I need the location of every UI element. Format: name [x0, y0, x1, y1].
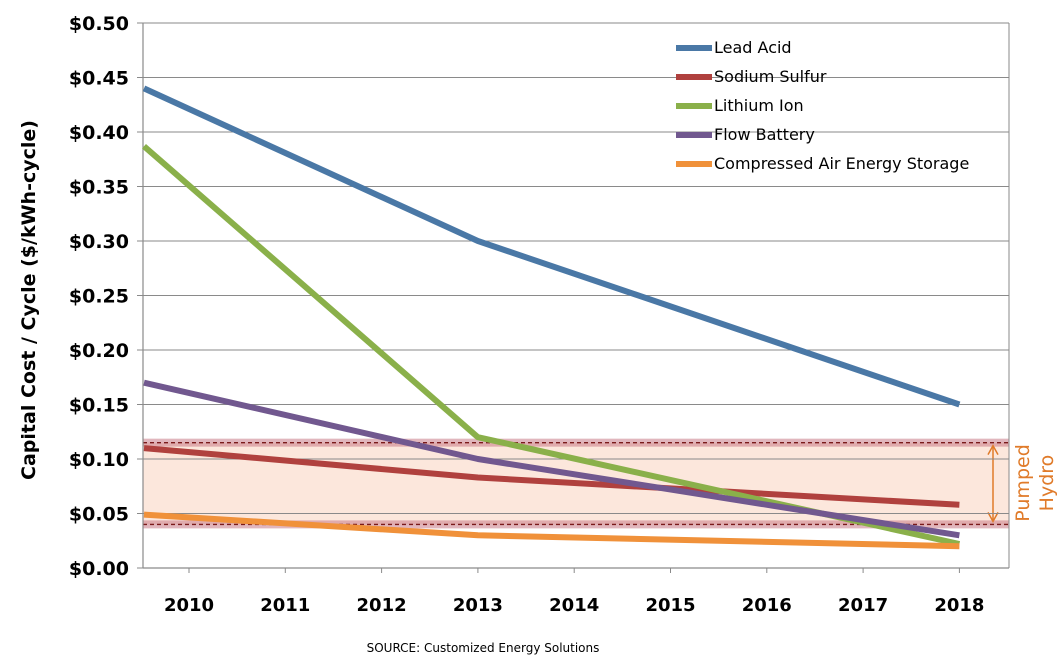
series-line-sodium-sulfur [143, 445, 960, 508]
legend-label-lead-acid: Lead Acid [714, 38, 792, 57]
legend-label-sodium-sulfur: Sodium Sulfur [714, 67, 827, 86]
y-tick-label: $0.45 [69, 68, 129, 90]
series [142, 85, 961, 550]
x-tick-label: 2018 [934, 595, 984, 616]
band-bottom-edge [143, 520, 1009, 529]
y-tick-label: $0.25 [69, 286, 129, 308]
legend-label-lithium-ion: Lithium Ion [714, 96, 804, 115]
band-arrow-head-down [987, 512, 999, 523]
x-tick-label: 2012 [357, 595, 407, 616]
y-tick-label: $0.00 [69, 558, 129, 580]
band-arrow-head-up [987, 444, 999, 456]
series-line-flow-battery [143, 379, 960, 539]
x-tick-label: 2014 [549, 595, 599, 616]
grid [143, 22, 1010, 568]
band-label-hydro: Hydro [1036, 455, 1058, 512]
legend-label-compressed-air-energy-storage: Compressed Air Energy Storage [714, 154, 969, 173]
series-line-lead-acid [142, 85, 961, 408]
x-tick-label: 2013 [453, 595, 503, 616]
y-tick-label: $0.05 [69, 504, 129, 526]
band-top-edge [143, 438, 1009, 447]
x-tick-label: 2015 [645, 595, 695, 616]
y-tick-label: $0.35 [69, 177, 129, 199]
series-line-compressed-air-energy-storage [143, 511, 960, 550]
source-note: SOURCE: Customized Energy Solutions [367, 641, 600, 655]
x-tick-label: 2010 [164, 595, 214, 616]
x-tick-label: 2016 [742, 595, 792, 616]
x-tick-label: 2011 [260, 595, 310, 616]
y-tick-label: $0.30 [69, 231, 129, 253]
y-tick-label: $0.15 [69, 395, 129, 417]
y-tick-label: $0.20 [69, 340, 129, 362]
legend: Lead Acid Sodium Sulfur Lithium Ion Flow Ba… [676, 38, 969, 173]
legend-label-flow-battery: Flow Battery [714, 125, 815, 144]
y-tick-label: $0.40 [69, 122, 129, 144]
y-tick-label: $0.50 [69, 13, 129, 35]
band-label-pumped: Pumped [1012, 444, 1034, 521]
y-tick-label: $0.10 [69, 449, 129, 471]
axes: $0.00 $0.05 $0.10 $0.15 $0.20 $0.25 $0.30 $0.35… [69, 13, 1009, 616]
y-axis-label: Capital Cost / Cycle ($/kWh-cycle) [18, 120, 40, 480]
x-tick-label: 2017 [838, 595, 888, 616]
